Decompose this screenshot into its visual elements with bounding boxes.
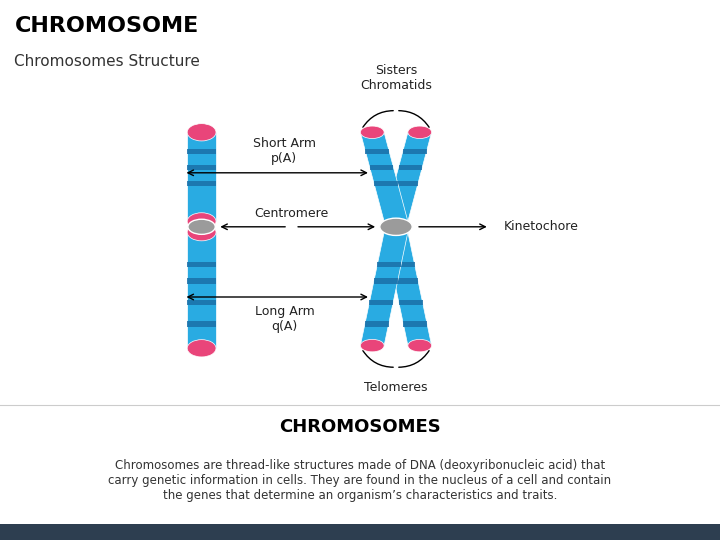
Bar — [187, 321, 216, 327]
Text: CHROMOSOMES: CHROMOSOMES — [279, 418, 441, 436]
Polygon shape — [384, 132, 432, 221]
Ellipse shape — [361, 126, 384, 139]
Ellipse shape — [188, 219, 215, 234]
Polygon shape — [361, 132, 408, 221]
Text: CHROMOSOME: CHROMOSOME — [14, 16, 199, 36]
Text: Short Arm
p(A): Short Arm p(A) — [253, 137, 316, 165]
Text: Telomeres: Telomeres — [364, 381, 428, 394]
Bar — [399, 300, 423, 305]
Polygon shape — [384, 232, 432, 346]
Bar — [187, 232, 216, 348]
Ellipse shape — [408, 126, 432, 139]
Bar — [187, 132, 216, 221]
Ellipse shape — [361, 339, 384, 352]
Ellipse shape — [408, 339, 432, 352]
Bar — [187, 148, 216, 154]
Text: Long Arm
q(A): Long Arm q(A) — [255, 305, 314, 333]
Bar — [187, 278, 216, 284]
Bar — [369, 300, 393, 305]
Bar — [187, 165, 216, 170]
Bar — [403, 148, 427, 154]
Text: Chromosomes Structure: Chromosomes Structure — [14, 54, 200, 69]
Bar — [377, 262, 401, 267]
Text: Chromosomes are thread-like structures made of DNA (deoxyribonucleic acid) that
: Chromosomes are thread-like structures m… — [109, 459, 611, 502]
Bar — [391, 262, 415, 267]
Bar — [374, 181, 398, 186]
Ellipse shape — [187, 124, 216, 141]
Ellipse shape — [187, 224, 216, 241]
Bar — [370, 165, 394, 170]
Bar — [365, 321, 389, 327]
Bar — [187, 262, 216, 267]
Text: Kinetochore: Kinetochore — [504, 220, 579, 233]
Text: Centromere: Centromere — [254, 207, 329, 220]
Bar — [0, 524, 720, 540]
Polygon shape — [361, 232, 408, 346]
Bar — [395, 278, 418, 284]
Bar — [374, 278, 397, 284]
Bar — [187, 300, 216, 305]
Ellipse shape — [380, 218, 413, 235]
Ellipse shape — [187, 213, 216, 230]
Bar — [395, 181, 418, 186]
Text: Sisters
Chromatids: Sisters Chromatids — [360, 64, 432, 92]
Ellipse shape — [187, 340, 216, 357]
Bar — [366, 148, 390, 154]
Bar — [187, 181, 216, 186]
Bar — [399, 165, 423, 170]
Bar — [403, 321, 427, 327]
